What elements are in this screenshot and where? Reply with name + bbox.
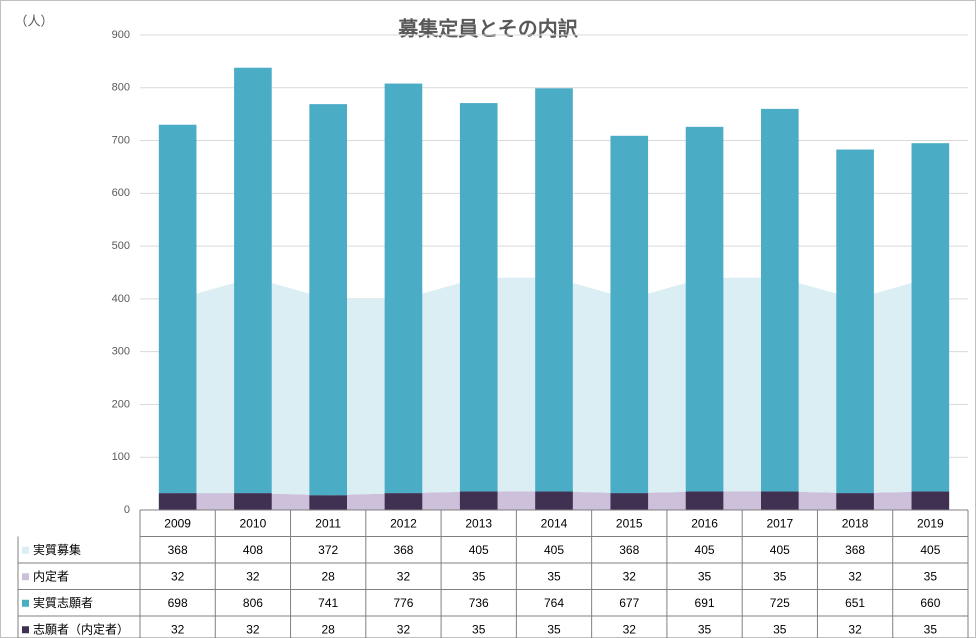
table-value: 32 [171,569,185,583]
table-value: 32 [623,569,637,583]
legend-key [22,573,29,581]
table-value: 32 [848,569,862,583]
table-value: 32 [848,622,862,636]
bar [761,108,799,492]
table-value: 35 [698,622,712,636]
x-tick-label: 2017 [766,516,793,530]
table-value: 408 [243,543,263,557]
bar [309,104,347,496]
table-value: 35 [547,569,561,583]
bar [610,135,649,494]
table-value: 651 [845,596,865,610]
table-value: 35 [472,569,486,583]
table-value: 660 [920,596,940,610]
bar [234,493,272,510]
table-value: 776 [393,596,413,610]
x-tick-label: 2013 [465,516,492,530]
table-value: 372 [318,543,338,557]
table-value: 368 [168,543,188,557]
table-value: 368 [845,543,865,557]
bar [911,143,950,492]
y-tick-label: 900 [112,29,130,41]
table-value: 32 [246,622,260,636]
table-value: 368 [393,543,413,557]
x-tick-label: 2015 [616,516,643,530]
x-tick-label: 2012 [390,516,417,530]
table-value: 32 [246,569,260,583]
bar [234,67,272,494]
bar [158,124,197,494]
table-value: 28 [322,569,336,583]
table-value: 32 [397,622,411,636]
table-value: 35 [472,622,486,636]
table-value: 806 [243,596,263,610]
x-tick-label: 2018 [842,516,869,530]
x-tick-label: 2016 [691,516,718,530]
bar [459,491,498,510]
table-value: 698 [168,596,188,610]
bar [836,149,874,494]
table-value: 35 [924,569,938,583]
y-axis-label: （人） [14,13,53,28]
table-value: 35 [773,622,787,636]
bar [836,493,874,510]
y-tick-label: 200 [112,398,130,410]
bar [309,495,347,510]
bar [384,493,423,510]
bar [158,493,197,510]
bar [610,493,649,510]
table-value: 725 [770,596,790,610]
table-value: 677 [619,596,639,610]
x-tick-label: 2010 [240,516,267,530]
table-value: 736 [469,596,489,610]
table-value: 405 [544,543,564,557]
table-value: 35 [547,622,561,636]
y-tick-label: 0 [124,504,130,516]
y-tick-label: 100 [112,451,130,463]
legend-label: 実質志願者 [33,595,93,610]
x-tick-label: 2011 [315,516,341,530]
table-value: 741 [318,596,338,610]
bar [535,491,573,510]
table-value: 35 [924,622,938,636]
legend-label: 志願者（内定者） [33,621,129,636]
x-tick-label: 2019 [917,516,944,530]
table-value: 28 [322,622,336,636]
table-value: 368 [619,543,639,557]
table-value: 405 [695,543,715,557]
y-tick-label: 600 [112,187,130,199]
table-value: 32 [397,569,411,583]
table-value: 405 [920,543,940,557]
table-value: 405 [469,543,489,557]
table-value: 764 [544,596,564,610]
bar [761,491,799,510]
table-value: 35 [698,569,712,583]
y-tick-label: 400 [112,293,130,305]
table-value: 35 [773,569,787,583]
legend-key [22,546,29,554]
y-tick-label: 500 [112,240,130,252]
legend-label: 実質募集 [33,542,81,557]
table-value: 691 [695,596,715,610]
legend-key [22,599,29,607]
bar [384,83,423,494]
bar [535,88,573,492]
legend-key [22,626,29,634]
bar [911,491,950,510]
table-value: 32 [623,622,637,636]
x-tick-label: 2014 [541,516,568,530]
bar [685,126,724,492]
y-tick-label: 300 [112,346,130,358]
y-tick-label: 700 [112,134,130,146]
x-tick-label: 2009 [164,516,191,530]
chart-title: 募集定員とその内訳 [397,16,578,40]
table-value: 405 [770,543,790,557]
table-value: 32 [171,622,185,636]
bar [685,491,724,510]
legend-label: 内定者 [33,568,69,583]
bar [459,103,498,492]
y-tick-label: 800 [112,82,130,94]
